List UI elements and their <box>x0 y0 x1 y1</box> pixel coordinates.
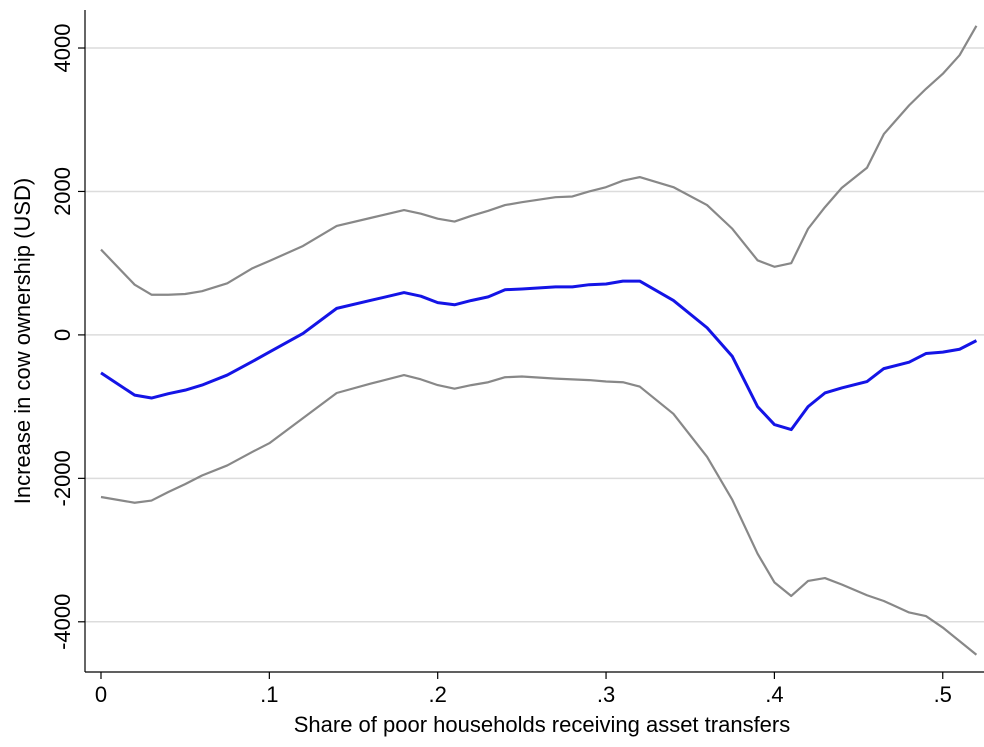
y-tick-label: -4000 <box>50 594 75 650</box>
y-tick-label: -2000 <box>50 450 75 506</box>
x-tick-label: .2 <box>429 682 447 707</box>
series-line <box>100 25 978 296</box>
y-tick-label: 4000 <box>50 24 75 73</box>
x-tick-label: .1 <box>260 682 278 707</box>
x-tick-label: .4 <box>765 682 783 707</box>
series-line <box>100 373 978 656</box>
series-line <box>100 279 978 432</box>
y-tick-label: 0 <box>50 329 75 341</box>
x-tick-label: .3 <box>597 682 615 707</box>
y-axis-label: Increase in cow ownership (USD) <box>10 178 35 504</box>
x-tick-label: .5 <box>934 682 952 707</box>
y-tick-label: 2000 <box>50 167 75 216</box>
x-axis-label: Share of poor households receiving asset… <box>294 712 791 737</box>
x-tick-label: 0 <box>95 682 107 707</box>
